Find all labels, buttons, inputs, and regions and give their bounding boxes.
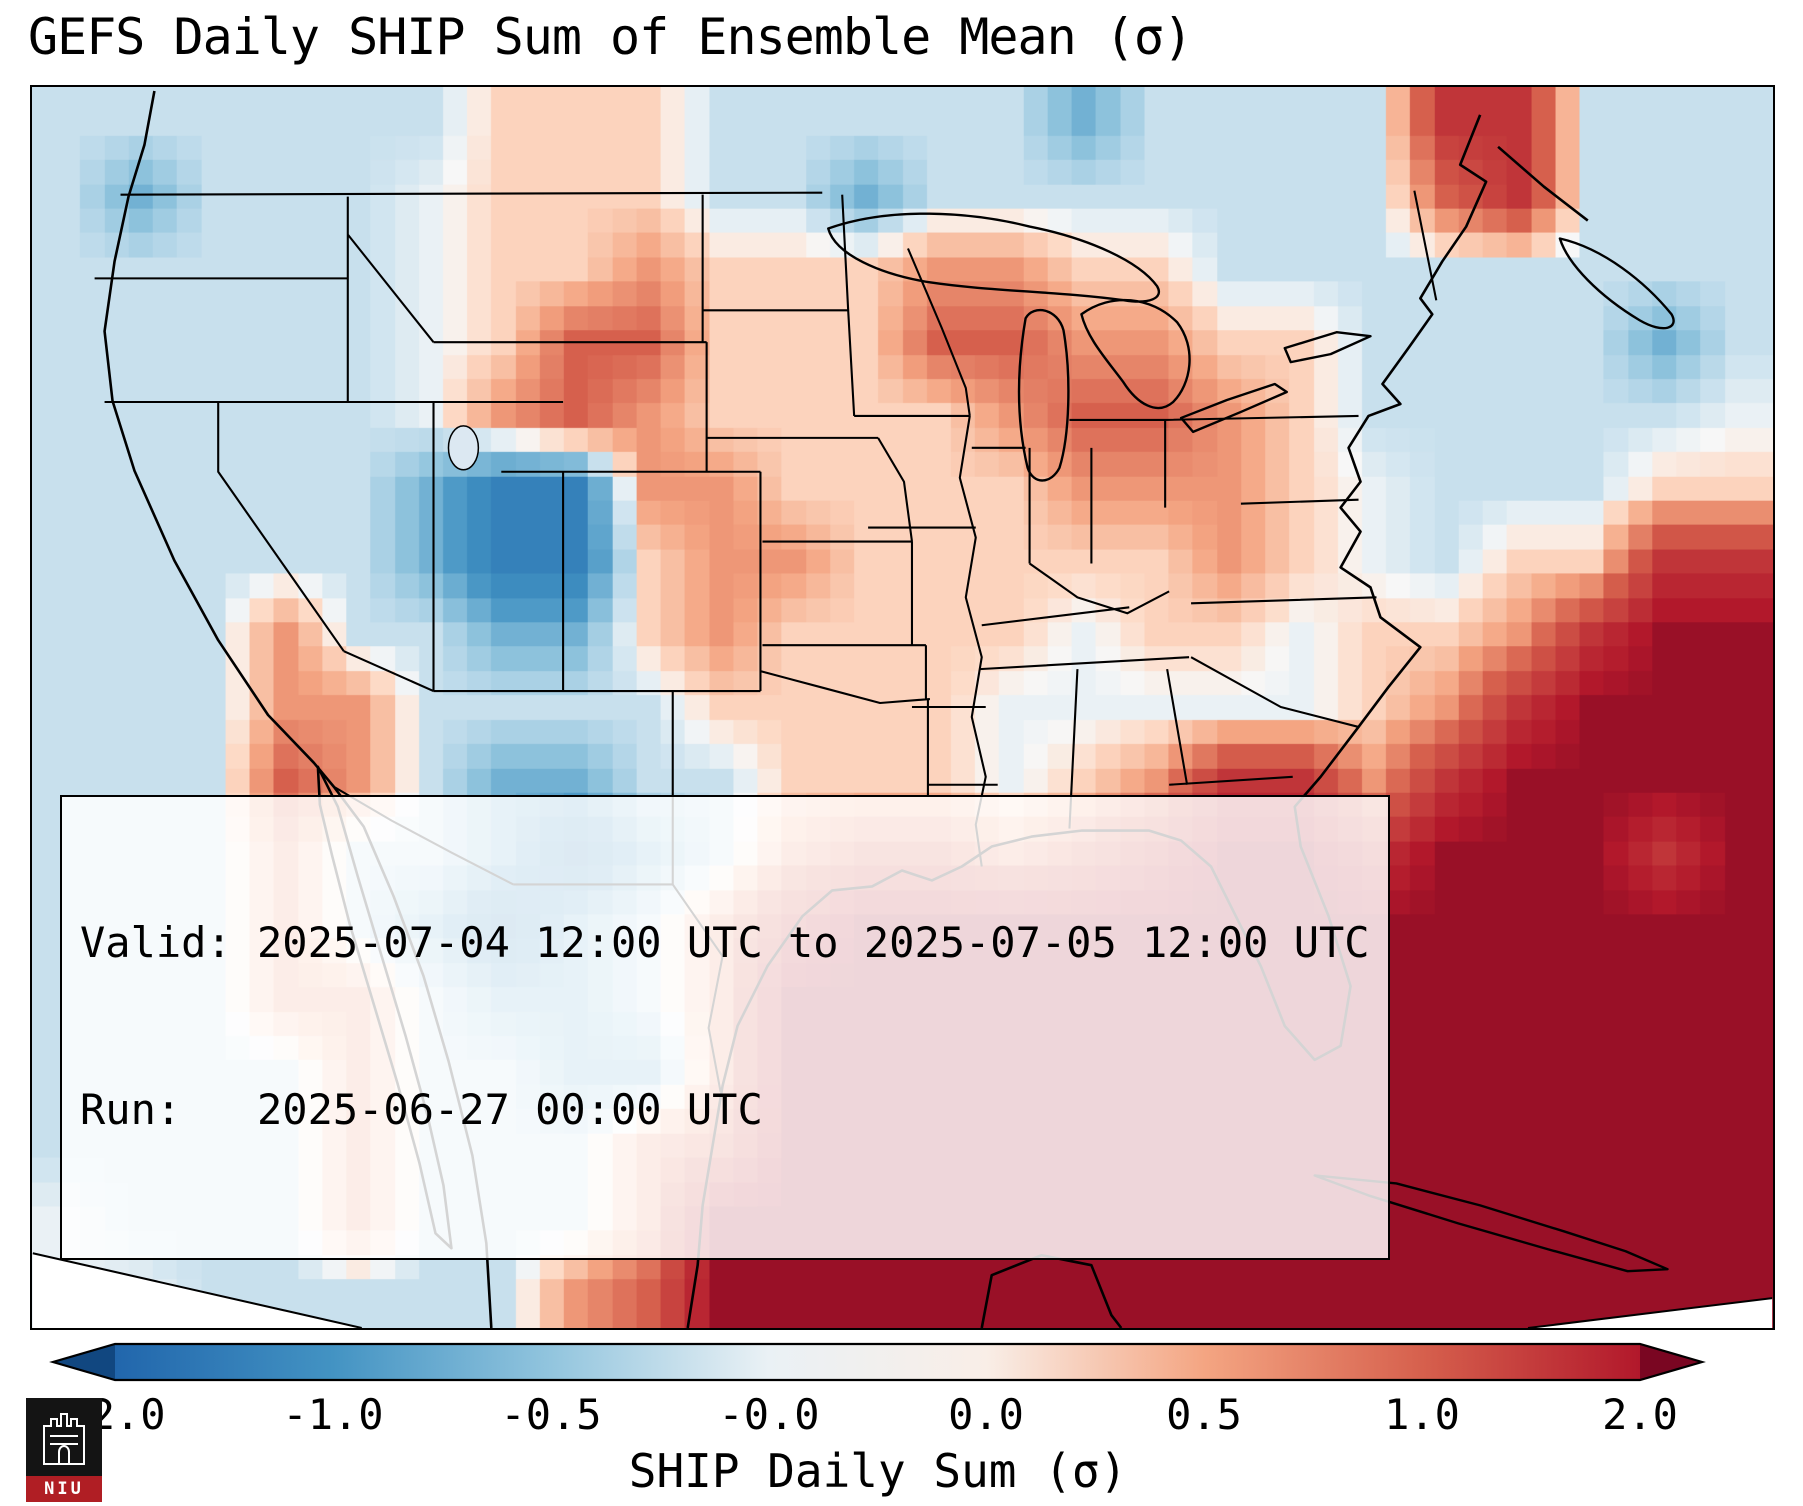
colorbar-over-arrow xyxy=(1640,1344,1702,1380)
nodata-wedge xyxy=(32,1253,1773,1328)
colorbar-tick-label: 0.5 xyxy=(1166,1390,1242,1439)
colorbar-tick-label: -1.0 xyxy=(282,1390,384,1439)
colorbar-outline xyxy=(49,1342,1706,1382)
validity-info-box: Valid: 2025-07-04 12:00 UTC to 2025-07-0… xyxy=(60,794,1390,1260)
islands-path xyxy=(1313,237,1675,1273)
map-panel: Valid: 2025-07-04 12:00 UTC to 2025-07-0… xyxy=(30,85,1775,1330)
colorbar-tick-label: 2.0 xyxy=(1602,1390,1678,1439)
run-time-text: Run: 2025-06-27 00:00 UTC xyxy=(80,1084,763,1134)
valid-time-text: Valid: 2025-07-04 12:00 UTC to 2025-07-0… xyxy=(80,918,1370,968)
colorbar xyxy=(49,1342,1706,1382)
colorbar-under-arrow xyxy=(53,1344,115,1380)
great-lakes-path xyxy=(827,212,1372,482)
colorbar-axis-label: SHIP Daily Sum (σ) xyxy=(628,1444,1128,1498)
nodata-wedge-edge xyxy=(32,1252,1773,1328)
niu-logo: NIU xyxy=(26,1398,102,1502)
state-borders-path xyxy=(94,190,1438,1092)
great-salt-lake xyxy=(447,425,480,471)
niu-castle-icon xyxy=(26,1398,102,1476)
colorbar-tick-label: 0.0 xyxy=(948,1390,1024,1439)
colorbar-tick-label: -0.5 xyxy=(500,1390,602,1439)
figure-title: GEFS Daily SHIP Sum of Ensemble Mean (σ) xyxy=(28,8,1193,66)
colorbar-tick-label: -0.0 xyxy=(718,1390,820,1439)
niu-logo-text: NIU xyxy=(26,1476,102,1502)
colorbar-tick-label: 1.0 xyxy=(1384,1390,1460,1439)
